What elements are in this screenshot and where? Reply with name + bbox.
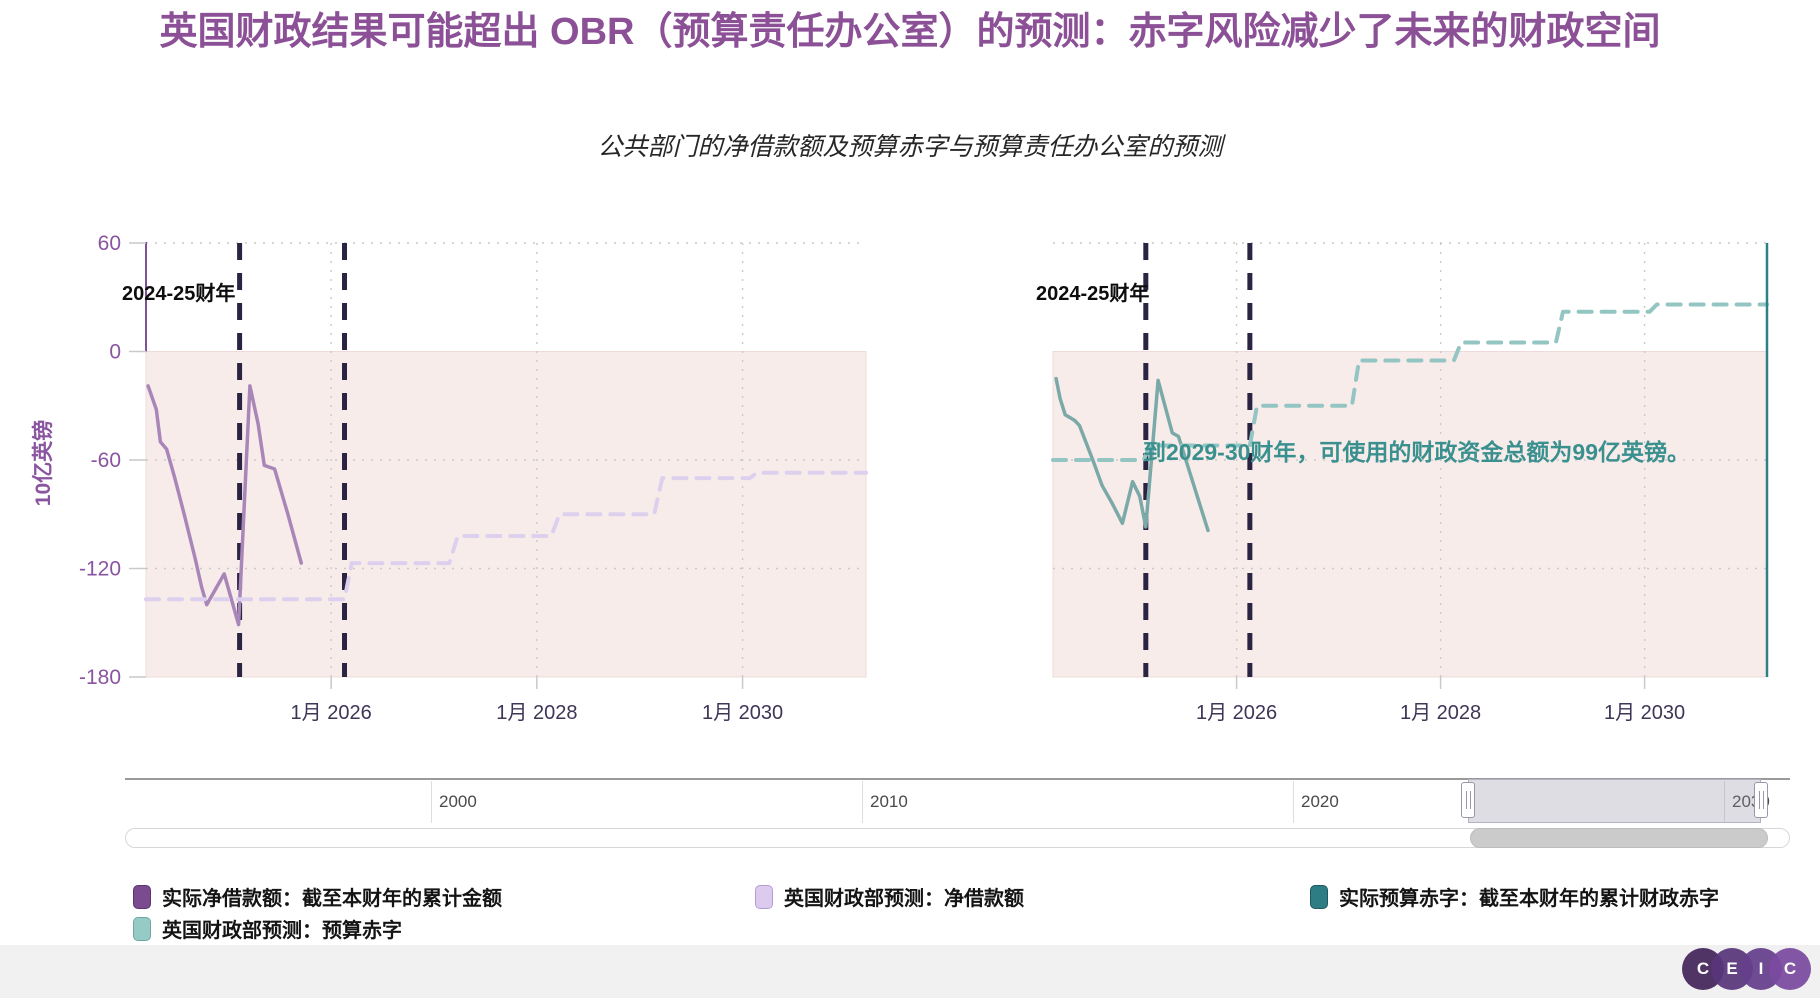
x-tick-label: 1月 2028 bbox=[496, 702, 577, 724]
dual-line-chart: 1月 2026 1月 2028 1月 2030 1月 2026 1月 2028 1月 20… bbox=[79, 232, 1769, 724]
headroom-annotation: 到2029-30财年，可使用的财政资金总额为99亿英镑。 bbox=[1143, 439, 1690, 465]
legend-label: 英国财政部预测：净借款额 bbox=[784, 888, 1024, 910]
legend-item-3[interactable]: 英国财政部预测：预算赤字 bbox=[133, 914, 402, 943]
series-forecast-net-borrowing-panel bbox=[144, 470, 868, 602]
navigator-year-label: 2000 bbox=[439, 792, 477, 811]
navigator-gridline bbox=[862, 781, 863, 823]
x-tick-label: 1月 2030 bbox=[1604, 702, 1685, 724]
x-tick-label: 1月 2026 bbox=[1196, 702, 1277, 724]
legend-label: 英国财政部预测：预算赤字 bbox=[162, 920, 402, 942]
navigator-gridline bbox=[1293, 781, 1294, 823]
navigator-selected-range[interactable] bbox=[1467, 779, 1761, 823]
navigator-year-label: 2010 bbox=[870, 792, 908, 811]
navigator-gridline bbox=[431, 781, 432, 823]
plot-band-net-borrowing-panel[interactable] bbox=[145, 351, 867, 678]
legend-label: 实际预算赤字：截至本财年的累计财政赤字 bbox=[1339, 888, 1719, 910]
page-title: 英国财政结果可能超出 OBR（预算责任办公室）的预测：赤字风险减少了未来的财政空… bbox=[159, 11, 1661, 53]
legend-swatch-icon bbox=[755, 884, 773, 909]
navigator-gridline bbox=[1724, 781, 1725, 823]
legend-item-1[interactable]: 英国财政部预测：净借款额 bbox=[755, 882, 1024, 911]
series-actual-budget-deficit-panel bbox=[1054, 376, 1210, 533]
navigator-left-handle[interactable] bbox=[1460, 782, 1475, 818]
horizontal-scrollbar-track[interactable] bbox=[125, 828, 1790, 848]
plot-band-budget-deficit-panel[interactable] bbox=[1052, 351, 1768, 678]
handle-grip-icon bbox=[1465, 791, 1471, 809]
fiscal-year-annotation-left: 2024-25财年 bbox=[122, 283, 236, 305]
page-subtitle: 公共部门的净借款额及预算赤字与预算责任办公室的预测 bbox=[597, 133, 1223, 161]
x-tick-label: 1月 2026 bbox=[291, 702, 372, 724]
series-actual-net-borrowing-panel bbox=[146, 384, 304, 627]
series-forecast-budget-deficit-panel bbox=[1051, 302, 1769, 462]
legend-swatch-icon bbox=[133, 884, 151, 909]
y-tick-label: 60 bbox=[98, 232, 121, 255]
x-tick-label: 1月 2030 bbox=[702, 702, 783, 724]
horizontal-scrollbar-thumb[interactable] bbox=[1470, 828, 1768, 848]
x-tick-label: 1月 2028 bbox=[1400, 702, 1481, 724]
y-tick-label: -60 bbox=[91, 449, 121, 472]
y-axis-title: 10亿英镑 bbox=[32, 419, 55, 507]
y-tick-label: -180 bbox=[79, 666, 121, 689]
y-tick-label: -120 bbox=[79, 558, 121, 581]
fiscal-year-annotation-right: 2024-25财年 bbox=[1036, 283, 1150, 305]
navigator-year-label: 2020 bbox=[1301, 792, 1339, 811]
legend-swatch-icon bbox=[133, 916, 151, 941]
y-tick-label: 0 bbox=[109, 341, 121, 364]
legend-label: 实际净借款额：截至本财年的累计金额 bbox=[162, 888, 502, 910]
navigator-right-handle[interactable] bbox=[1753, 782, 1768, 818]
ceic-logo-letter-c: C bbox=[1769, 948, 1811, 990]
navigator-axis-line bbox=[125, 778, 1790, 780]
legend-item-0[interactable]: 实际净借款额：截至本财年的累计金额 bbox=[133, 882, 502, 911]
handle-grip-icon bbox=[1758, 791, 1764, 809]
legend-item-2[interactable]: 实际预算赤字：截至本财年的累计财政赤字 bbox=[1310, 882, 1719, 911]
legend-swatch-icon bbox=[1310, 884, 1328, 909]
